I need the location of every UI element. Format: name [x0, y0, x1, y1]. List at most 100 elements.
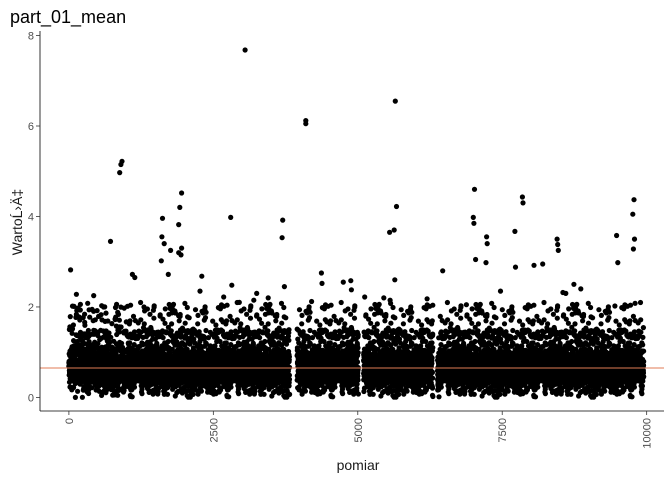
- data-point: [340, 391, 346, 397]
- data-point: [116, 317, 122, 323]
- data-point: [228, 384, 234, 390]
- data-point: [248, 303, 254, 309]
- data-point: [95, 341, 101, 347]
- data-point: [115, 311, 122, 317]
- data-point: [85, 300, 91, 306]
- data-point: [355, 377, 361, 383]
- data-point: [355, 345, 361, 351]
- data-point: [203, 309, 209, 315]
- data-point: [186, 315, 192, 321]
- data-point: [75, 388, 81, 394]
- data-point: [306, 304, 312, 310]
- data-point: [351, 315, 358, 321]
- data-point: [306, 315, 313, 321]
- data-point: [131, 384, 138, 390]
- data-point: [169, 321, 175, 327]
- data-point: [307, 309, 313, 315]
- data-point: [192, 307, 199, 313]
- data-point: [226, 394, 232, 400]
- data-point: [138, 299, 144, 306]
- data-point: [182, 320, 188, 326]
- data-point: [236, 391, 242, 397]
- data-point: [286, 364, 293, 370]
- data-point: [157, 312, 163, 318]
- data-point: [366, 335, 372, 341]
- data-point: [213, 322, 219, 328]
- data-point: [286, 327, 292, 333]
- data-point: [85, 327, 91, 334]
- data-point: [151, 303, 157, 309]
- data-point: [355, 332, 361, 338]
- data-point: [138, 317, 144, 323]
- data-point: [108, 334, 114, 340]
- data-point: [92, 317, 98, 323]
- data-point: [70, 322, 76, 328]
- data-point: [224, 318, 230, 324]
- data-point: [338, 317, 344, 323]
- data-point: [127, 340, 133, 346]
- data-point: [72, 394, 78, 400]
- data-point: [128, 302, 134, 308]
- data-point: [299, 321, 305, 327]
- data-point: [105, 318, 111, 324]
- data-point: [296, 307, 303, 313]
- data-point: [121, 387, 127, 393]
- data-point: [86, 339, 92, 345]
- data-point: [109, 321, 115, 327]
- data-point: [348, 311, 354, 317]
- data-point: [184, 304, 190, 311]
- data-point: [287, 391, 293, 397]
- data-point: [165, 338, 171, 345]
- data-point: [342, 321, 348, 327]
- data-point: [127, 318, 133, 324]
- data-point: [114, 301, 120, 307]
- data-point: [115, 392, 121, 398]
- data-point: [247, 315, 254, 321]
- data-point: [67, 314, 73, 320]
- data-point: [355, 350, 361, 356]
- data-point: [352, 303, 358, 309]
- data-point: [286, 376, 293, 382]
- data-point: [328, 302, 334, 308]
- data-point: [234, 317, 240, 323]
- data-point: [279, 320, 285, 326]
- data-point: [176, 318, 182, 324]
- data-point: [265, 328, 271, 334]
- data-point: [202, 304, 208, 310]
- data-point: [262, 338, 268, 345]
- data-point: [198, 388, 204, 394]
- data-point: [265, 321, 271, 327]
- data-point: [168, 328, 174, 334]
- data-point: [119, 340, 125, 346]
- data-point: [79, 394, 85, 400]
- data-point: [118, 324, 124, 330]
- data-point: [107, 339, 113, 345]
- data-point: [354, 359, 361, 365]
- data-point: [69, 330, 75, 336]
- data-point: [71, 303, 77, 309]
- data-point: [328, 318, 334, 324]
- data-point: [257, 335, 263, 341]
- data-point: [286, 354, 292, 360]
- data-point: [267, 301, 273, 307]
- data-point: [98, 312, 104, 318]
- data-point: [273, 318, 279, 324]
- data-point: [164, 391, 171, 397]
- data-point: [317, 322, 323, 328]
- data-point: [77, 301, 83, 307]
- data-point: [77, 307, 83, 313]
- data-point: [106, 330, 112, 336]
- data-point: [82, 311, 88, 317]
- data-point: [69, 326, 76, 332]
- data-point: [195, 312, 201, 318]
- chart-title: part_01_mean: [10, 7, 126, 28]
- data-point: [74, 338, 80, 345]
- data-point: [190, 391, 196, 397]
- data-point: [87, 314, 93, 320]
- data-point: [330, 394, 336, 400]
- data-point: [224, 302, 230, 308]
- data-point: [238, 321, 244, 327]
- data-point: [139, 391, 145, 397]
- data-point: [283, 315, 289, 321]
